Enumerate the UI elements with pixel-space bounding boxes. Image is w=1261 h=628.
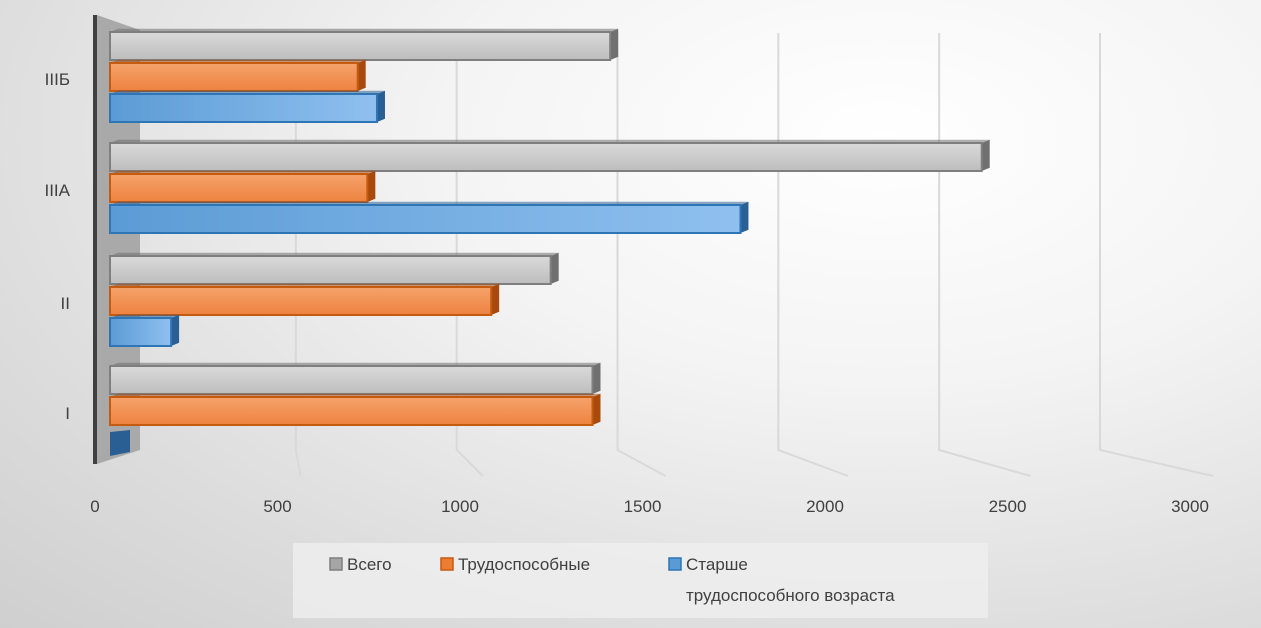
side-wall: [97, 15, 140, 464]
legend-item: Всего: [329, 555, 392, 574]
older-age-bar-3: [109, 201, 749, 234]
category-label: IIIА: [44, 181, 70, 200]
x-tick-label: 0: [90, 497, 99, 516]
working-age-bar-1: [109, 393, 601, 426]
category-label: II: [61, 294, 70, 313]
bar-front-face: [109, 93, 378, 123]
legend-label-line2: трудоспособного возраста: [686, 586, 895, 605]
total-bar-4: [109, 28, 619, 61]
bar-side-face: [592, 393, 601, 425]
bar-front-face: [109, 204, 742, 234]
older-age-bar-4: [109, 90, 385, 123]
gridline: [938, 33, 1031, 477]
bar-side-face: [610, 28, 619, 60]
bar-side-face: [491, 283, 500, 315]
legend-box: [293, 543, 988, 618]
bar-side-face: [550, 252, 559, 284]
working-age-bar-3: [109, 170, 376, 203]
bar-side-face: [740, 201, 749, 233]
working-age-bar-4: [109, 59, 366, 92]
legend-item: Трудоспособные: [440, 555, 590, 574]
x-tick-label: 2500: [989, 497, 1027, 516]
legend-label: Всего: [347, 555, 392, 574]
bar-front-face: [109, 62, 359, 92]
gridline: [616, 33, 666, 477]
bar-front-face: [109, 317, 173, 347]
x-tick-label: 3000: [1171, 497, 1209, 516]
category-label: IIIБ: [45, 70, 70, 89]
bar-front-face: [109, 365, 594, 395]
bar-front-face: [109, 173, 369, 203]
bar-side-face: [357, 59, 366, 91]
bar-side-face: [592, 362, 601, 394]
gridline: [777, 33, 849, 477]
older-age-bar-1: [110, 430, 130, 456]
x-tick-label: 500: [263, 497, 291, 516]
x-tick-label: 1500: [624, 497, 662, 516]
legend-item: Старше трудоспособного возраста: [668, 555, 895, 605]
legend-label: Трудоспособные: [458, 555, 590, 574]
x-tick-label: 1000: [441, 497, 479, 516]
bar-side-face: [376, 90, 385, 122]
bar-front-face: [109, 396, 594, 426]
bar-side-face: [367, 170, 376, 202]
legend-label: Старше: [686, 555, 748, 574]
x-tick-label: 2000: [806, 497, 844, 516]
bar-front-face: [109, 286, 493, 316]
bar-side-face: [171, 314, 180, 346]
total-bar-2: [109, 252, 559, 285]
bar-stub: [110, 430, 130, 456]
legend-swatch: [668, 557, 682, 571]
bar-front-face: [109, 31, 612, 61]
bar-front-face: [109, 142, 983, 172]
legend-swatch: [329, 557, 343, 571]
bar-front-face: [109, 255, 552, 285]
legend-swatch: [440, 557, 454, 571]
total-bar-3: [109, 139, 990, 172]
working-age-bar-2: [109, 283, 500, 316]
older-age-bar-2: [109, 314, 180, 347]
category-label: I: [65, 404, 70, 423]
total-bar-1: [109, 362, 601, 395]
bar-side-face: [981, 139, 990, 171]
gridline: [1099, 33, 1214, 477]
